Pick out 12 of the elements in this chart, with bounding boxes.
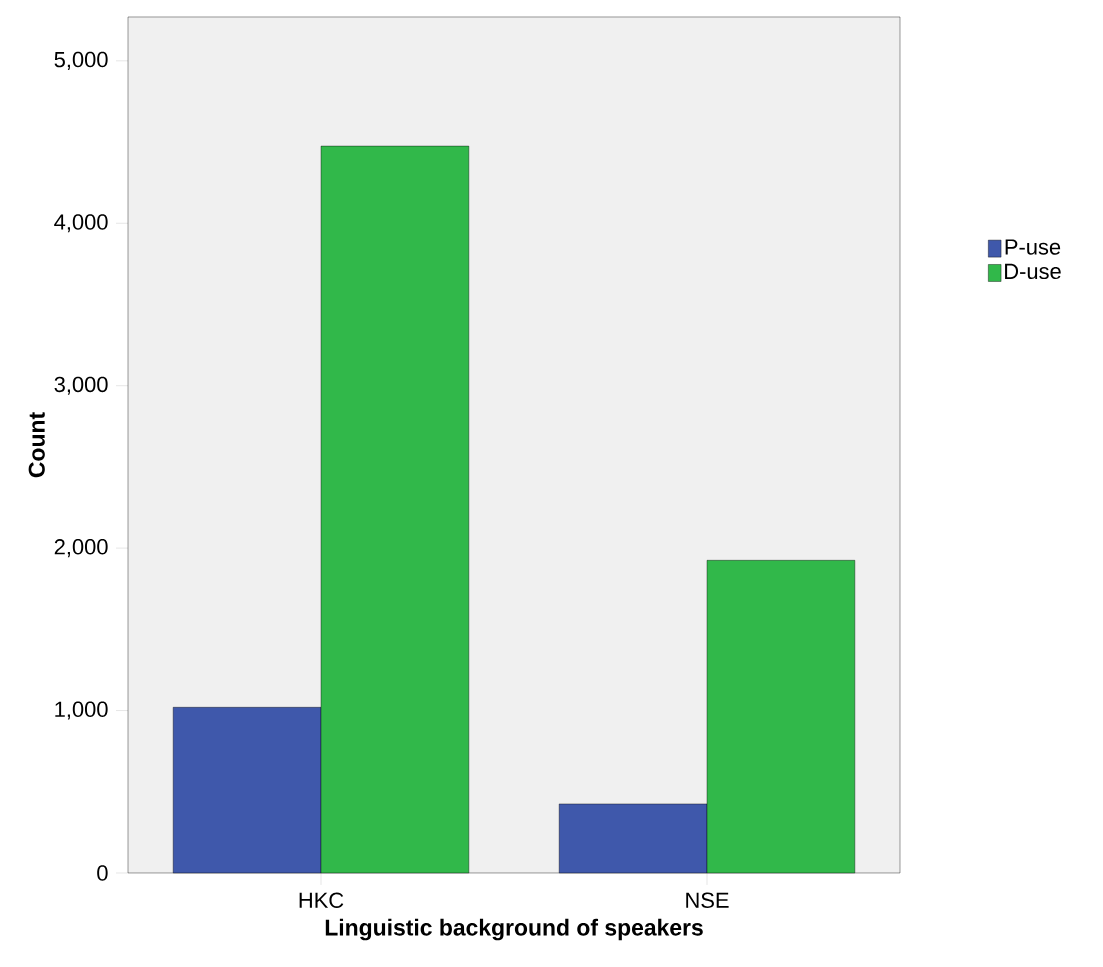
y-axis-title: Count bbox=[28, 412, 45, 478]
x-tick-label: NSE bbox=[686, 892, 729, 909]
y-tick-label: 4,000 bbox=[54, 214, 108, 233]
y-tick-label: 3,000 bbox=[54, 376, 108, 395]
y-tick-label: 1,000 bbox=[55, 701, 108, 720]
x-axis-title: Linguistic background of speakers bbox=[325, 918, 703, 941]
legend-label: D-use bbox=[1005, 263, 1061, 280]
legend-label: P-use bbox=[1005, 239, 1061, 255]
y-tick-label: 5,000 bbox=[54, 51, 108, 70]
x-tick-label: HKC bbox=[299, 892, 344, 909]
y-tick-label: 2,000 bbox=[54, 539, 108, 558]
y-tick-label: 0 bbox=[97, 865, 108, 881]
